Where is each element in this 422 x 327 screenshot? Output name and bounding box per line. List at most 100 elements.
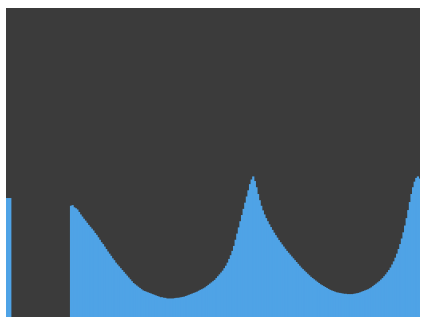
histogram-bar bbox=[164, 297, 167, 317]
histogram-bar bbox=[224, 265, 228, 317]
histogram-bar bbox=[103, 246, 106, 317]
histogram-bar bbox=[346, 294, 349, 317]
histogram-bar bbox=[309, 276, 312, 317]
histogram-bar bbox=[213, 279, 216, 317]
histogram-bar bbox=[71, 205, 74, 317]
histogram-bar bbox=[236, 233, 239, 317]
histogram-bar bbox=[416, 176, 420, 317]
histogram-bar bbox=[349, 294, 352, 317]
histogram-bar bbox=[193, 292, 196, 317]
histogram-bar bbox=[376, 282, 380, 317]
histogram-bar bbox=[170, 298, 173, 317]
histogram-bar bbox=[215, 278, 218, 317]
histogram-bar bbox=[244, 202, 247, 317]
histogram-bar bbox=[340, 293, 343, 317]
histogram-bar bbox=[9, 198, 12, 317]
histogram-bar bbox=[197, 290, 201, 317]
histogram-bar bbox=[125, 275, 129, 317]
histogram-bar bbox=[79, 214, 82, 317]
histogram-bar bbox=[341, 293, 344, 317]
histogram-bar bbox=[269, 227, 272, 317]
histogram-bar bbox=[335, 292, 338, 317]
histogram-bar bbox=[261, 210, 264, 317]
histogram-bar bbox=[293, 260, 296, 317]
histogram-bar bbox=[173, 298, 177, 317]
histogram-bar bbox=[127, 277, 130, 317]
histogram-bar bbox=[384, 274, 388, 317]
histogram-bar bbox=[165, 298, 169, 317]
histogram-bar bbox=[316, 281, 319, 317]
histogram-bar bbox=[362, 291, 365, 317]
histogram-bar bbox=[324, 287, 327, 317]
histogram-bar bbox=[304, 272, 308, 317]
histogram-background bbox=[6, 8, 420, 317]
histogram-bar bbox=[359, 292, 362, 317]
histogram-bar bbox=[328, 289, 332, 317]
histogram-bar bbox=[248, 184, 252, 317]
histogram-bar bbox=[133, 284, 137, 317]
histogram-bar bbox=[412, 187, 415, 317]
histogram-bar bbox=[396, 253, 399, 317]
histogram-bar bbox=[145, 291, 148, 317]
histogram-bar bbox=[279, 242, 282, 317]
histogram-bar bbox=[392, 261, 396, 317]
histogram-bar bbox=[308, 275, 311, 317]
histogram-bar bbox=[117, 266, 121, 317]
histogram-bar bbox=[172, 298, 175, 317]
histogram-bar bbox=[303, 270, 306, 317]
histogram-bar bbox=[7, 198, 10, 317]
histogram-bar bbox=[137, 286, 140, 317]
histogram-bar bbox=[365, 289, 368, 317]
histogram-bar bbox=[77, 211, 81, 317]
histogram-bar bbox=[185, 295, 188, 317]
histogram-bar bbox=[300, 267, 303, 317]
histogram-bar bbox=[311, 278, 314, 317]
histogram-bar bbox=[381, 278, 384, 317]
histogram-bar bbox=[268, 224, 271, 317]
histogram-bar bbox=[344, 293, 348, 317]
histogram-bar bbox=[124, 273, 127, 317]
histogram-bar bbox=[256, 194, 260, 317]
histogram-bar bbox=[199, 289, 202, 317]
histogram-bar bbox=[364, 290, 367, 317]
histogram-bar bbox=[338, 292, 341, 317]
histogram-bar bbox=[89, 226, 92, 317]
histogram-bar bbox=[85, 222, 89, 317]
histogram-bar bbox=[386, 272, 389, 317]
histogram-bar bbox=[209, 283, 212, 317]
histogram-bar bbox=[388, 270, 391, 317]
histogram-bar bbox=[272, 232, 276, 317]
histogram-bar bbox=[100, 242, 103, 317]
histogram-bar bbox=[178, 297, 181, 317]
histogram-chart bbox=[6, 8, 420, 317]
histogram-bars bbox=[6, 176, 420, 317]
histogram-bar bbox=[319, 284, 322, 317]
histogram-bar bbox=[129, 279, 132, 317]
histogram-bar bbox=[87, 224, 90, 317]
histogram-bar bbox=[106, 251, 109, 317]
histogram-bar bbox=[232, 245, 236, 317]
histogram-bar bbox=[82, 218, 85, 317]
histogram-bar bbox=[277, 240, 280, 317]
histogram-bar bbox=[290, 256, 293, 317]
histogram-bar bbox=[143, 291, 146, 317]
histogram-bar bbox=[266, 221, 269, 317]
histogram-bar bbox=[280, 244, 284, 317]
histogram-bar bbox=[194, 292, 197, 317]
histogram-bar bbox=[228, 258, 231, 317]
histogram-bar bbox=[378, 281, 381, 317]
histogram-bar bbox=[116, 264, 119, 317]
histogram-bar bbox=[380, 279, 383, 317]
histogram-bar bbox=[114, 262, 117, 317]
histogram-bar bbox=[237, 227, 240, 317]
histogram-bar bbox=[284, 248, 287, 317]
histogram-bar bbox=[354, 293, 357, 317]
histogram-bar bbox=[260, 205, 263, 317]
histogram-bar bbox=[141, 290, 145, 317]
histogram-bar bbox=[285, 250, 288, 317]
histogram-bar bbox=[73, 207, 76, 317]
histogram-bar bbox=[418, 178, 420, 317]
histogram-bar bbox=[167, 298, 170, 317]
histogram-bar bbox=[288, 254, 292, 317]
histogram-bar bbox=[333, 291, 336, 317]
